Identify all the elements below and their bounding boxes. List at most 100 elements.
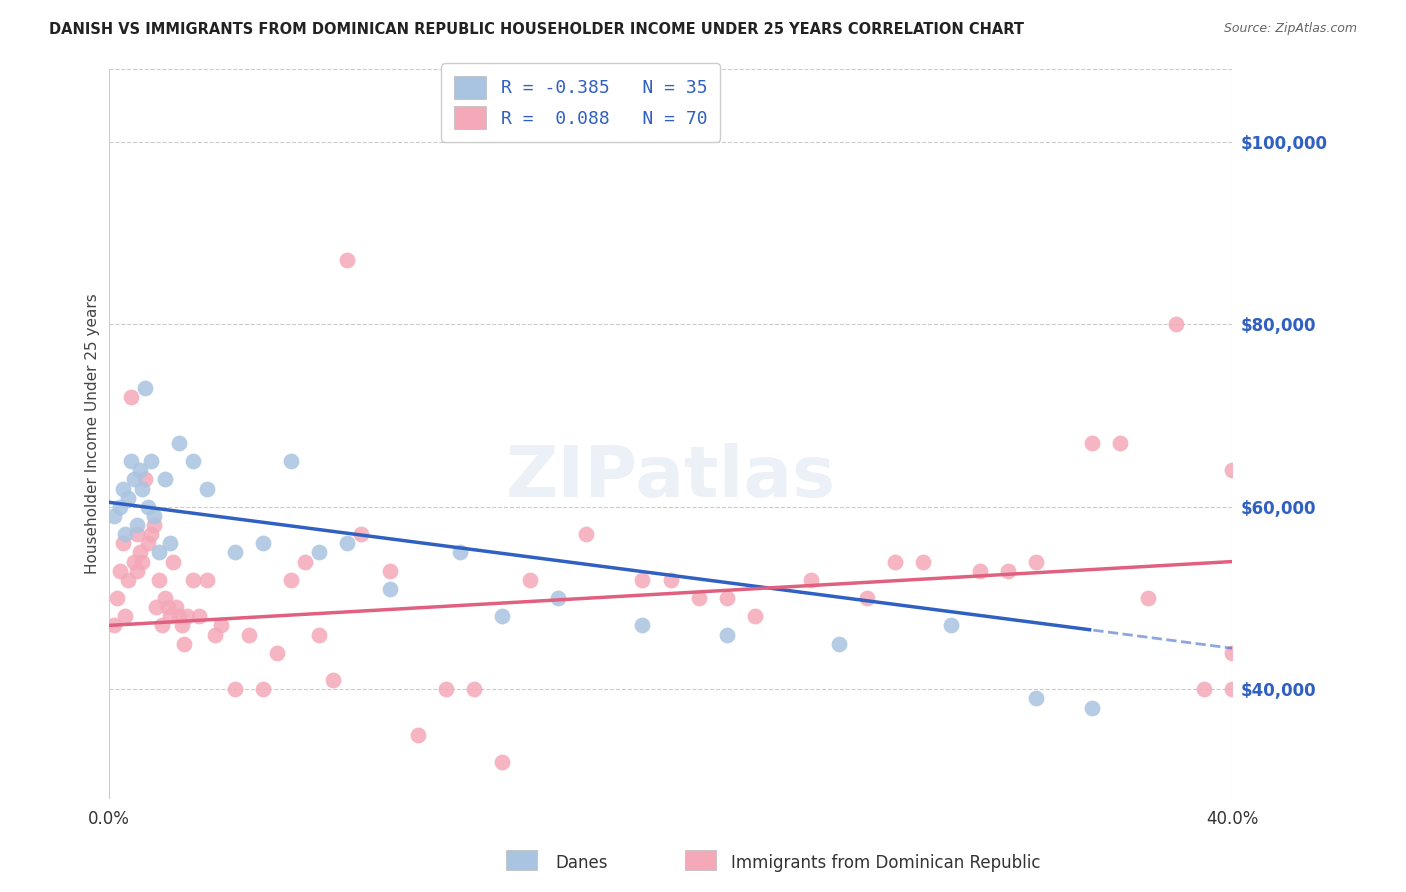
Point — [125, 527, 148, 541]
Point — [716, 627, 738, 641]
Point — [159, 609, 181, 624]
Point — [187, 609, 209, 624]
Point — [406, 728, 429, 742]
Point — [1222, 646, 1244, 660]
Point — [128, 545, 150, 559]
Point — [131, 482, 153, 496]
Point — [209, 618, 232, 632]
Point — [139, 527, 162, 541]
Point — [131, 555, 153, 569]
Point — [142, 518, 165, 533]
Point — [1194, 682, 1216, 697]
Text: DANISH VS IMMIGRANTS FROM DOMINICAN REPUBLIC HOUSEHOLDER INCOME UNDER 25 YEARS C: DANISH VS IMMIGRANTS FROM DOMINICAN REPU… — [49, 22, 1024, 37]
Point — [159, 536, 181, 550]
Point — [165, 600, 187, 615]
Point — [128, 463, 150, 477]
Point — [111, 482, 134, 496]
Point — [156, 600, 179, 615]
Point — [114, 527, 136, 541]
Point — [1166, 318, 1188, 332]
Point — [167, 436, 190, 450]
Point — [134, 472, 156, 486]
Point — [148, 573, 170, 587]
Point — [195, 573, 218, 587]
Point — [280, 454, 302, 468]
Point — [125, 518, 148, 533]
Point — [108, 564, 131, 578]
Point — [114, 609, 136, 624]
Point — [136, 536, 159, 550]
Point — [1025, 691, 1047, 706]
Point — [631, 618, 654, 632]
Point — [1025, 555, 1047, 569]
Point — [108, 500, 131, 514]
Point — [716, 591, 738, 605]
Point — [142, 508, 165, 523]
Point — [139, 454, 162, 468]
Point — [322, 673, 344, 688]
Point — [252, 682, 274, 697]
Point — [575, 527, 598, 541]
Point — [688, 591, 710, 605]
Point — [134, 381, 156, 395]
Text: ZIPatlas: ZIPatlas — [505, 443, 835, 512]
Point — [170, 618, 193, 632]
Point — [117, 573, 139, 587]
Point — [153, 591, 176, 605]
Point — [294, 555, 316, 569]
Point — [181, 454, 204, 468]
Point — [491, 609, 513, 624]
Point — [378, 564, 401, 578]
Text: Danes: Danes — [555, 854, 607, 871]
Point — [176, 609, 198, 624]
Point — [1222, 682, 1244, 697]
Point — [856, 591, 879, 605]
Point — [280, 573, 302, 587]
Point — [744, 609, 766, 624]
Point — [659, 573, 682, 587]
Point — [1081, 436, 1104, 450]
Point — [145, 600, 167, 615]
Point — [103, 508, 125, 523]
Point — [120, 390, 142, 404]
Point — [997, 564, 1019, 578]
Point — [252, 536, 274, 550]
Point — [463, 682, 485, 697]
Point — [519, 573, 541, 587]
Point — [224, 545, 246, 559]
Point — [136, 500, 159, 514]
Point — [204, 627, 226, 641]
Point — [224, 682, 246, 697]
Point — [1081, 700, 1104, 714]
Text: Immigrants from Dominican Republic: Immigrants from Dominican Republic — [731, 854, 1040, 871]
Point — [828, 637, 851, 651]
Point — [449, 545, 471, 559]
Point — [122, 472, 145, 486]
Point — [800, 573, 823, 587]
Point — [1137, 591, 1160, 605]
Point — [238, 627, 260, 641]
Y-axis label: Householder Income Under 25 years: Householder Income Under 25 years — [86, 293, 100, 574]
Point — [103, 618, 125, 632]
Point — [631, 573, 654, 587]
Point — [1109, 436, 1132, 450]
Point — [117, 491, 139, 505]
Point — [181, 573, 204, 587]
Point — [125, 564, 148, 578]
Point — [120, 454, 142, 468]
Point — [111, 536, 134, 550]
Point — [148, 545, 170, 559]
Point — [195, 482, 218, 496]
Point — [167, 609, 190, 624]
Point — [350, 527, 373, 541]
Point — [162, 555, 184, 569]
Point — [308, 627, 330, 641]
Point — [912, 555, 935, 569]
Point — [105, 591, 128, 605]
Legend: R = -0.385   N = 35, R =  0.088   N = 70: R = -0.385 N = 35, R = 0.088 N = 70 — [441, 63, 720, 142]
Point — [547, 591, 569, 605]
Point — [941, 618, 963, 632]
Point — [122, 555, 145, 569]
Point — [884, 555, 907, 569]
Point — [150, 618, 173, 632]
